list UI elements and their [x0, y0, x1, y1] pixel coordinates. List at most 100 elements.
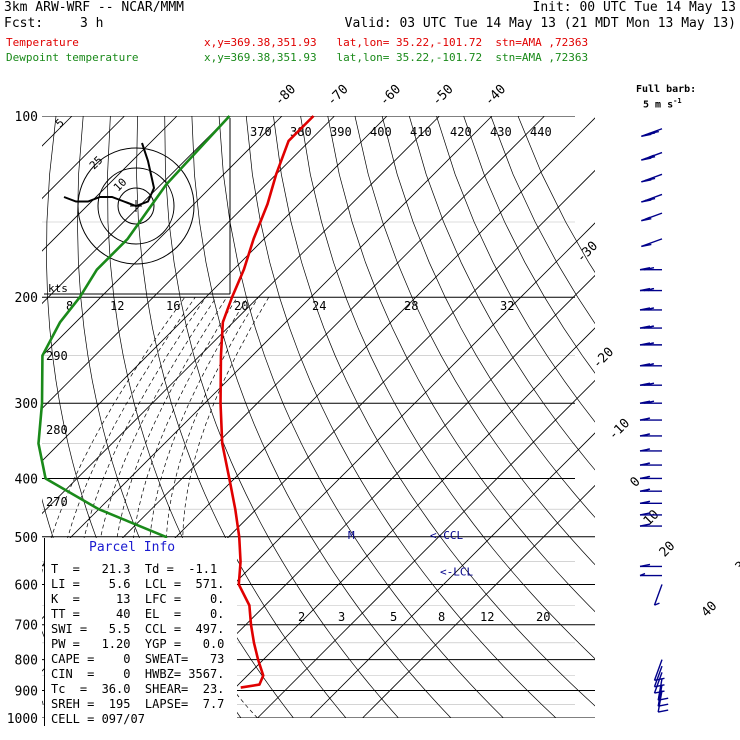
barb-flag: [647, 287, 654, 292]
pressure-tick-label: 800: [15, 654, 38, 669]
barb-staff: [657, 684, 663, 707]
wind-barb: [639, 363, 662, 367]
wind-barb: [639, 488, 662, 492]
theta-label: 290: [46, 349, 68, 363]
parcel-info-panel: Parcel Info T = 21.3 Td = -1.1 LI = 5.6 …: [44, 538, 237, 726]
isotherm-label: -70: [324, 82, 351, 109]
dry-adiabat: [327, 116, 595, 613]
barb-flag: [643, 448, 650, 452]
isotherm-label: -20: [590, 345, 617, 372]
barb-flag: [643, 400, 655, 404]
mixing-ratio-label: 8: [438, 610, 445, 624]
isotherm-line: [42, 116, 283, 357]
wind-barb: [639, 563, 662, 568]
dry-adiabat: [517, 116, 595, 273]
barb-flag: [643, 382, 655, 386]
parcel-row: CIN = 0 HWBZ= 3567.: [51, 667, 225, 681]
barb-flag: [639, 342, 651, 346]
pressure-tick-label: 600: [15, 578, 38, 593]
dry-adiabat: [354, 116, 595, 566]
wind-barb: [641, 151, 663, 161]
dry-adiabat: [218, 116, 504, 718]
barb-flag: [643, 417, 650, 421]
hodograph-speed-label: 24: [312, 299, 326, 313]
isotherm-line: [42, 116, 493, 567]
parcel-row: LI = 5.6 LCL = 571.: [51, 577, 225, 591]
barb-flag: [644, 216, 651, 220]
hodograph-speed-label: 8: [66, 299, 73, 313]
pressure-tick-label: 200: [15, 291, 38, 306]
theta-label: 400: [370, 125, 392, 139]
wind-barb: [641, 238, 663, 248]
barb-staff: [653, 672, 663, 694]
wind-barb: [639, 572, 662, 577]
isotherm-label: 20: [657, 539, 679, 561]
theta-label: 390: [330, 125, 352, 139]
parcel-row: TT = 40 EL = 0.: [51, 607, 225, 621]
wind-barb-column: [639, 128, 669, 713]
isotherm-line: [42, 116, 178, 252]
pressure-tick-label: 300: [15, 397, 38, 412]
wind-barb: [639, 325, 662, 329]
theta-label: 420: [450, 125, 472, 139]
barb-flag: [639, 266, 651, 271]
barb-flag: [639, 325, 651, 329]
parcel-info-title: Parcel Info: [89, 540, 176, 555]
dry-adiabat: [490, 116, 595, 325]
dry-adiabat: [164, 116, 399, 718]
barb-flag: [641, 217, 652, 222]
wind-barb: [639, 287, 662, 292]
level-annotation: <-CCL: [430, 529, 463, 542]
moist-adiabat: [182, 297, 270, 718]
forecast-hour: 3 h: [80, 16, 104, 31]
parcel-row: Tc = 36.0 SHEAR= 23.: [51, 682, 225, 696]
dry-adiabat: [408, 116, 595, 471]
barb-flag: [647, 325, 654, 329]
pressure-tick-label: 500: [15, 531, 38, 546]
temperature-location: x,y=369.38,351.93 lat,lon= 35.22,-101.72…: [204, 36, 589, 49]
pressure-tick-label: 900: [15, 684, 38, 699]
wind-barb: [641, 173, 663, 183]
barb-flag: [639, 400, 651, 404]
barb-flag: [654, 602, 660, 606]
parcel-row: SREH = 195 LAPSE= 7.7: [51, 697, 225, 711]
isotherm-line: [309, 432, 595, 718]
theta-label: 370: [250, 125, 272, 139]
mixing-ratio-label: 2: [298, 610, 305, 624]
hodograph-trace: [63, 142, 156, 208]
hodograph-speed-label: 12: [110, 299, 124, 313]
dry-adiabat: [273, 116, 595, 707]
isotherm-label: 0: [627, 474, 643, 490]
barb-flag: [639, 287, 651, 292]
barb-flag: [639, 563, 651, 568]
wind-barb: [653, 584, 663, 606]
hodograph-speed-label: 28: [404, 299, 418, 313]
isotherm-label: 30: [733, 553, 740, 575]
barb-flag: [644, 177, 656, 182]
theta-label: 410: [410, 125, 432, 139]
wind-barb: [639, 475, 662, 480]
hodograph-speed-label: 32: [500, 299, 514, 313]
theta-label: 430: [490, 125, 512, 139]
barb-staff: [653, 665, 663, 688]
wind-barb: [639, 448, 662, 452]
barb-flag: [639, 307, 651, 311]
wind-barb: [639, 512, 662, 516]
isotherm-line: [152, 274, 595, 718]
parcel-row: T = 21.3 Td = -1.1: [51, 562, 218, 576]
dry-adiabat: [381, 116, 595, 518]
hodograph-speed-label: 16: [166, 299, 180, 313]
isotherm-label: -40: [482, 82, 509, 109]
dewpoint-location: x,y=369.38,351.93 lat,lon= 35.22,-101.72…: [204, 51, 589, 64]
wind-barb: [639, 400, 662, 404]
barb-flag: [639, 523, 651, 527]
isotherm-label: -50: [429, 82, 456, 109]
full-barb-exponent: -1: [673, 97, 682, 105]
forecast-label: Fcst:: [4, 16, 44, 31]
barb-staff: [653, 659, 663, 681]
isotherm-line: [204, 327, 595, 718]
theta-label: 270: [46, 495, 68, 509]
barb-flag: [647, 307, 654, 311]
barb-flag: [647, 363, 654, 367]
mixing-ratio-label: 5: [390, 610, 397, 624]
